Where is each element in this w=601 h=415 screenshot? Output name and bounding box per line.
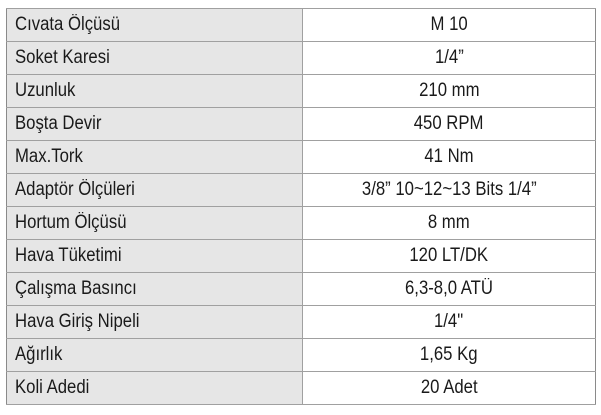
spec-label: Hava Giriş Nipeli bbox=[6, 305, 303, 339]
cell-text: Uzunluk bbox=[15, 80, 76, 101]
cell-text: M 10 bbox=[430, 14, 468, 35]
cell-text: Hava Tüketimi bbox=[15, 245, 122, 266]
table-row: Hava Giriş Nipeli 1/4" bbox=[6, 305, 596, 339]
spec-value: 210 mm bbox=[302, 74, 596, 108]
spec-label: Max.Tork bbox=[6, 140, 303, 174]
cell-text: Çalışma Basıncı bbox=[15, 278, 137, 299]
spec-value: 1,65 Kg bbox=[302, 338, 596, 372]
spec-value: 1/4” bbox=[302, 41, 596, 75]
cell-text: 6,3-8,0 ATÜ bbox=[404, 278, 493, 299]
cell-text: Boşta Devir bbox=[15, 113, 102, 134]
spec-value: 8 mm bbox=[302, 206, 596, 240]
table-row: Cıvata Ölçüsü M 10 bbox=[6, 8, 596, 42]
spec-label: Uzunluk bbox=[6, 74, 303, 108]
table-row: Max.Tork 41 Nm bbox=[6, 140, 596, 174]
spec-label: Boşta Devir bbox=[6, 107, 303, 141]
cell-text: 8 mm bbox=[428, 212, 470, 233]
table-row: Boşta Devir 450 RPM bbox=[6, 107, 596, 141]
cell-text: 450 RPM bbox=[414, 113, 484, 134]
cell-text: 120 LT/DK bbox=[409, 245, 489, 266]
spec-label: Soket Karesi bbox=[6, 41, 303, 75]
cell-text: 41 Nm bbox=[424, 146, 474, 167]
cell-text: Hava Giriş Nipeli bbox=[15, 311, 140, 332]
spec-label: Koli Adedi bbox=[6, 371, 303, 405]
cell-text: Ağırlık bbox=[15, 344, 63, 365]
table-row: Hava Tüketimi 120 LT/DK bbox=[6, 239, 596, 273]
spec-label: Çalışma Basıncı bbox=[6, 272, 303, 306]
spec-value: 450 RPM bbox=[302, 107, 596, 141]
cell-text: 20 Adet bbox=[420, 377, 478, 398]
table-row: Koli Adedi 20 Adet bbox=[6, 371, 596, 405]
spec-label: Hortum Ölçüsü bbox=[6, 206, 303, 240]
cell-text: Koli Adedi bbox=[15, 377, 90, 398]
cell-text: Max.Tork bbox=[15, 146, 83, 167]
spec-label: Cıvata Ölçüsü bbox=[6, 8, 303, 42]
table-row: Uzunluk 210 mm bbox=[6, 74, 596, 108]
spec-label: Hava Tüketimi bbox=[6, 239, 303, 273]
table-row: Çalışma Basıncı 6,3-8,0 ATÜ bbox=[6, 272, 596, 306]
table-row: Adaptör Ölçüleri 3/8” 10~12~13 Bits 1/4” bbox=[6, 173, 596, 207]
spec-label: Ağırlık bbox=[6, 338, 303, 372]
spec-value: M 10 bbox=[302, 8, 596, 42]
cell-text: 3/8” 10~12~13 Bits 1/4” bbox=[361, 179, 537, 200]
table-row: Soket Karesi 1/4” bbox=[6, 41, 596, 75]
cell-text: 1,65 Kg bbox=[420, 344, 478, 365]
table-row: Ağırlık 1,65 Kg bbox=[6, 338, 596, 372]
spec-label: Adaptör Ölçüleri bbox=[6, 173, 303, 207]
cell-text: Hortum Ölçüsü bbox=[15, 212, 127, 233]
spec-value: 20 Adet bbox=[302, 371, 596, 405]
spec-value: 41 Nm bbox=[302, 140, 596, 174]
spec-value: 3/8” 10~12~13 Bits 1/4” bbox=[302, 173, 596, 207]
spec-value: 120 LT/DK bbox=[302, 239, 596, 273]
cell-text: 210 mm bbox=[418, 80, 480, 101]
cell-text: Cıvata Ölçüsü bbox=[15, 14, 121, 35]
cell-text: 1/4" bbox=[434, 311, 464, 332]
cell-text: Soket Karesi bbox=[15, 47, 110, 68]
cell-text: 1/4” bbox=[434, 47, 464, 68]
table-row: Hortum Ölçüsü 8 mm bbox=[6, 206, 596, 240]
spec-table: Cıvata Ölçüsü M 10 Soket Karesi 1/4” Uzunluk… bbox=[6, 8, 596, 405]
cell-text: Adaptör Ölçüleri bbox=[15, 179, 135, 200]
spec-value: 1/4" bbox=[302, 305, 596, 339]
spec-value: 6,3-8,0 ATÜ bbox=[302, 272, 596, 306]
